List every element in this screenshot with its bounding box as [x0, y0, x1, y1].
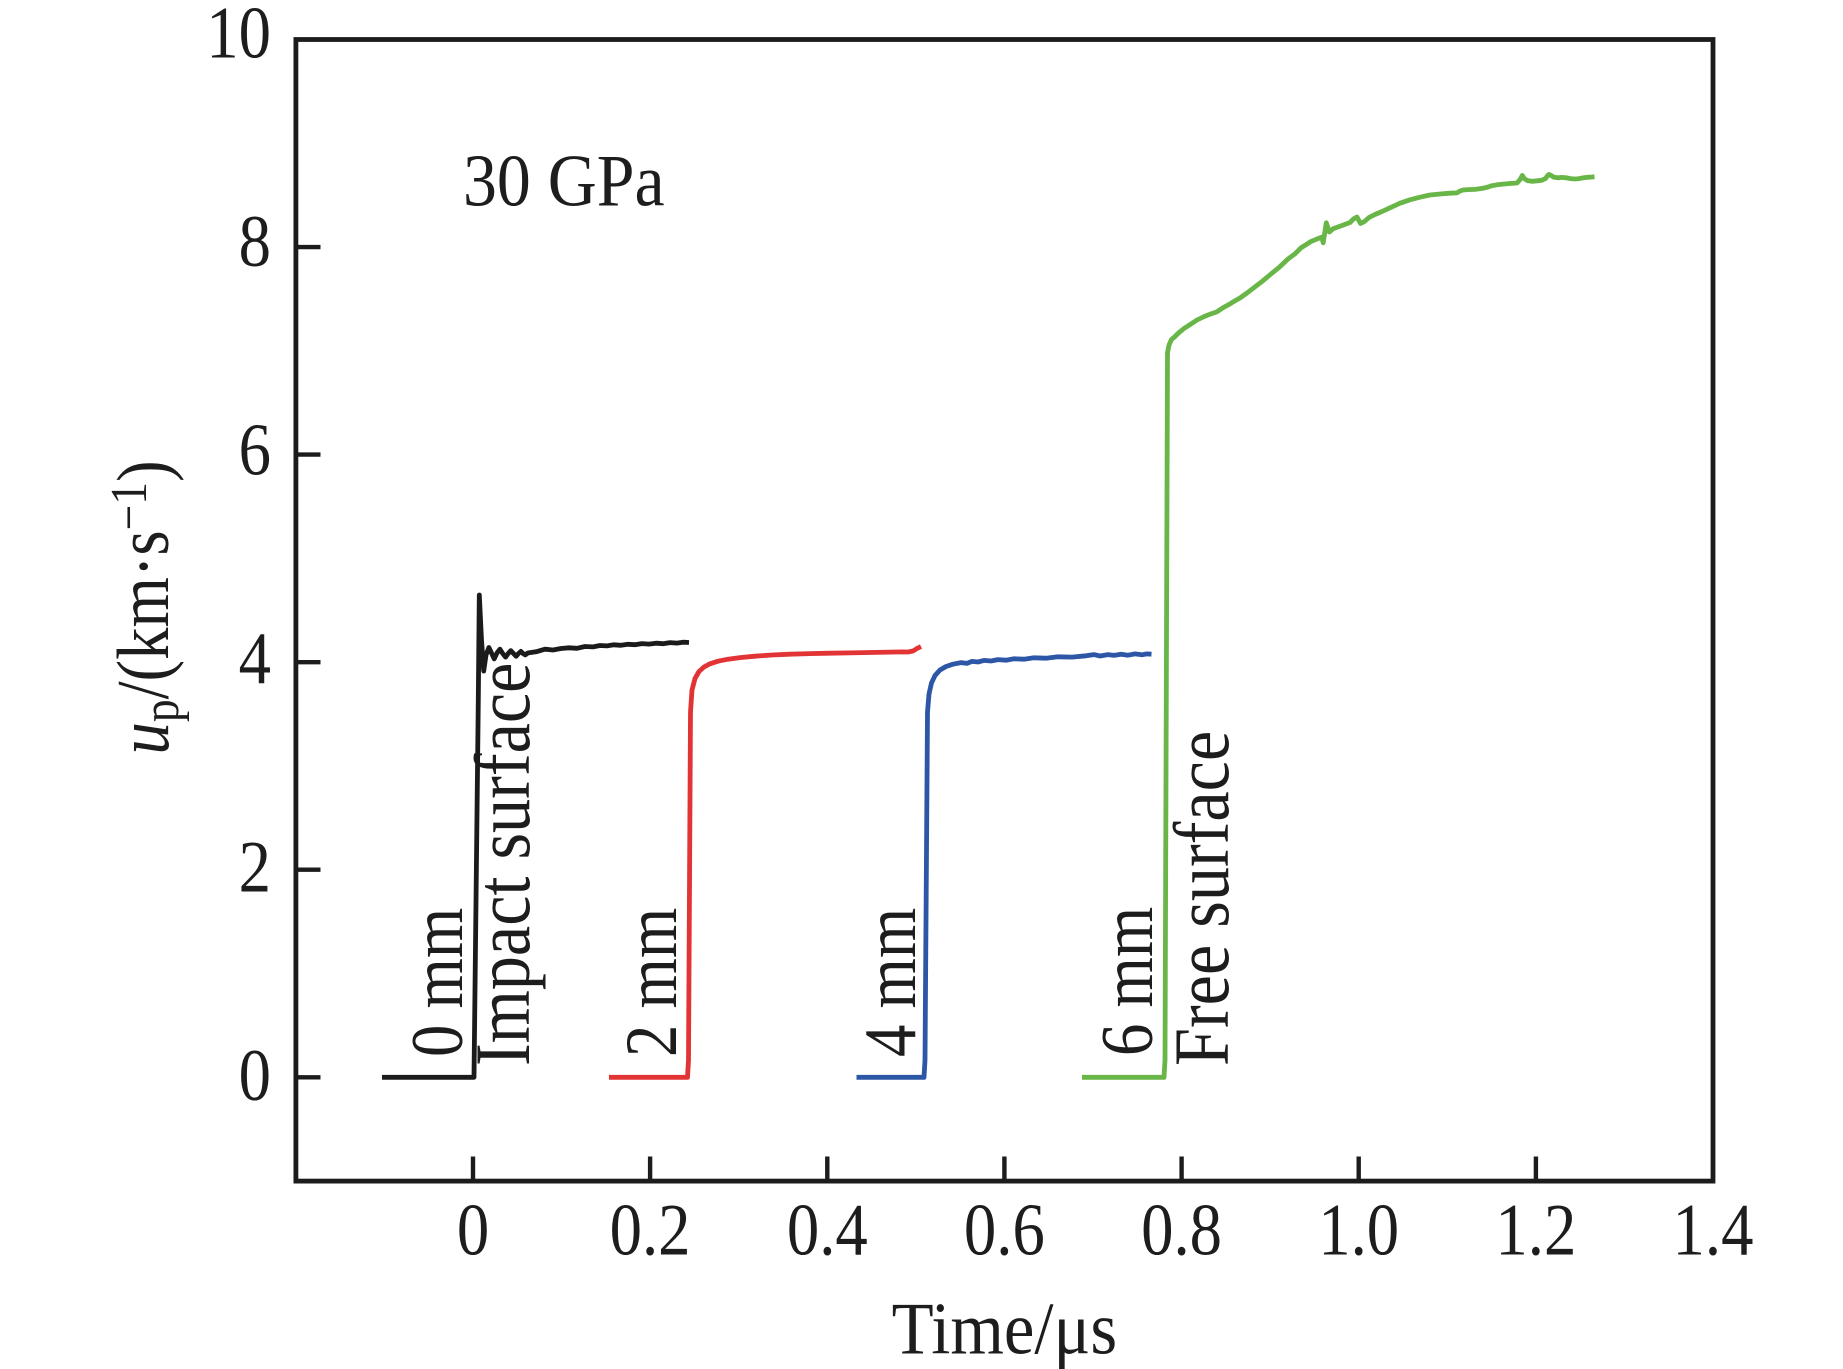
svg-text:8: 8 — [239, 201, 271, 283]
svg-text:2 mm: 2 mm — [611, 908, 693, 1057]
svg-text:0.6: 0.6 — [964, 1190, 1045, 1272]
svg-text:10: 10 — [206, 0, 271, 75]
svg-text:1.2: 1.2 — [1495, 1190, 1576, 1272]
svg-text:1.0: 1.0 — [1318, 1190, 1399, 1272]
svg-text:Time/μs: Time/μs — [892, 1288, 1118, 1369]
svg-text:2: 2 — [239, 827, 271, 909]
svg-text:up/(km·s−1): up/(km·s−1) — [99, 460, 190, 754]
svg-text:0.2: 0.2 — [610, 1190, 691, 1272]
svg-text:4: 4 — [239, 618, 271, 700]
svg-text:0: 0 — [457, 1190, 489, 1272]
svg-text:0 mm: 0 mm — [397, 908, 479, 1057]
svg-text:Free surface: Free surface — [1159, 731, 1245, 1066]
svg-text:0.4: 0.4 — [787, 1190, 868, 1272]
svg-text:6: 6 — [239, 410, 271, 492]
svg-text:4 mm: 4 mm — [850, 908, 932, 1057]
svg-text:6 mm: 6 mm — [1087, 907, 1169, 1056]
svg-text:0.8: 0.8 — [1141, 1190, 1222, 1272]
svg-text:0: 0 — [239, 1035, 271, 1117]
svg-text:1.4: 1.4 — [1673, 1190, 1754, 1272]
svg-text:30 GPa: 30 GPa — [463, 141, 665, 222]
